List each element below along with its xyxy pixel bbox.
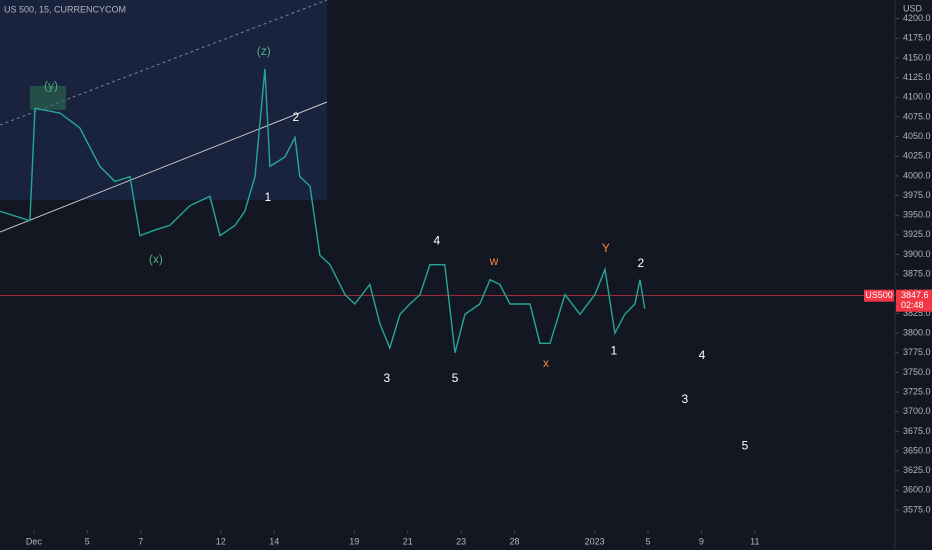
wave-label: (x) [149,252,163,266]
y-tick-label: 3625.0 [903,465,931,475]
y-tick-label: 3750.0 [903,367,931,377]
price-badge [896,289,932,312]
price-label: 3847.6 [901,290,929,300]
y-tick-label: 4125.0 [903,72,931,82]
channel-line-dashed [0,0,328,126]
y-tick-label: 3725.0 [903,386,931,396]
wave-label: 1 [611,343,618,357]
y-tick-label: 3600.0 [903,485,931,495]
y-tick-label: 4050.0 [903,131,931,141]
y-tick-label: 4150.0 [903,52,931,62]
x-tick-label: 14 [269,536,279,546]
x-tick-label: 11 [750,536,759,546]
channel-line [0,101,328,233]
x-tick-label: 9 [699,536,704,546]
wave-label: 2 [292,110,299,124]
y-tick-label: 3875.0 [903,269,931,279]
x-tick-label: 28 [510,536,520,546]
x-tick-label: 7 [138,536,143,546]
y-tick-label: 3775.0 [903,347,931,357]
wave-label: 3 [384,371,391,385]
x-tick-label: 12 [216,536,226,546]
wave-label: w [489,254,499,268]
symbol-badge [864,289,894,302]
wave-label: x [543,356,549,370]
y-tick-label: 4200.0 [903,13,931,23]
y-tick-label: 4000.0 [903,170,931,180]
y-tick-label: 4075.0 [903,111,931,121]
y-tick-label: 3575.0 [903,504,931,514]
y-tick-label: 4175.0 [903,33,931,43]
x-tick-label: 21 [403,536,413,546]
y-tick-label: 3950.0 [903,210,931,220]
symbol-title: US 500, 15, CURRENCYCOM [4,4,126,14]
y-tick-label: 3650.0 [903,445,931,455]
wave-label: 2 [637,256,644,270]
wave-label: Y [602,241,610,255]
wave-label: 4 [699,348,706,362]
x-tick-label: 23 [456,536,466,546]
y-tick-label: 3900.0 [903,249,931,259]
y-tick-label: 3975.0 [903,190,931,200]
y-tick-label: 4025.0 [903,151,931,161]
wave-label: 5 [742,439,749,453]
symbol-label: US500 [865,290,893,300]
wave-label: (z) [257,44,271,58]
wave-label: 1 [264,190,271,204]
countdown: 02:48 [901,300,924,310]
wave-label: (y) [44,78,58,92]
x-tick-label: 5 [646,536,651,546]
zone-box [30,86,66,110]
y-tick-label: 3825.0 [903,308,931,318]
currency: USD [903,3,923,13]
x-tick-label: 5 [85,536,90,546]
y-tick-label: 3700.0 [903,406,931,416]
y-tick-label: 3800.0 [903,328,931,338]
wave-label: 4 [433,233,440,247]
x-tick-label: 2023 [585,536,605,546]
y-tick-label: 3675.0 [903,426,931,436]
wave-label: 3 [682,392,689,406]
wave-label: 5 [452,371,459,385]
y-tick-label: 3925.0 [903,229,931,239]
x-tick-label: 19 [349,536,359,546]
price-line-series [0,68,646,353]
x-tick-label: Dec [26,536,43,546]
y-tick-label: 4100.0 [903,92,931,102]
